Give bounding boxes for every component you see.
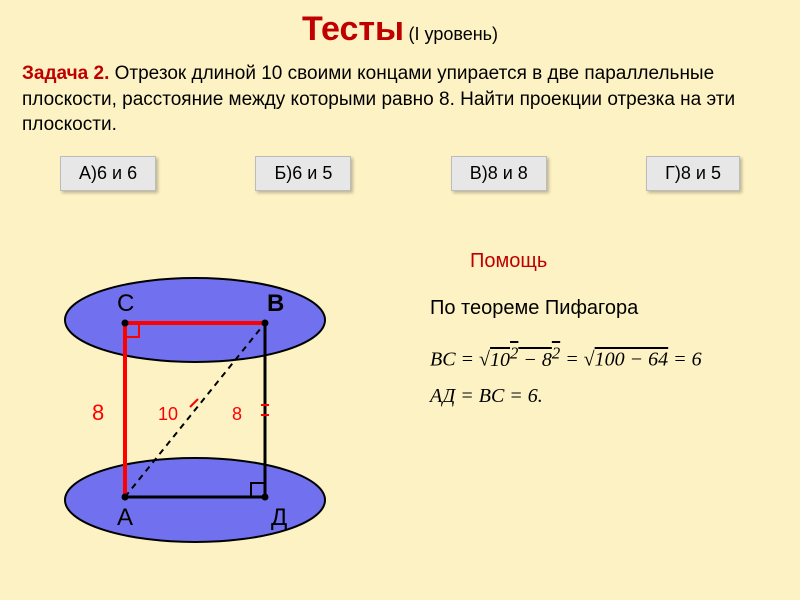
svg-text:10: 10 bbox=[158, 404, 178, 424]
svg-text:8: 8 bbox=[92, 400, 104, 425]
problem-statement: Задача 2. Отрезок длиной 10 своими конца… bbox=[0, 49, 800, 138]
title-row: Тесты (I уровень) bbox=[0, 0, 800, 49]
svg-text:А: А bbox=[117, 504, 133, 531]
svg-text:С: С bbox=[117, 290, 134, 317]
formula-line1: BC = √102 − 82 = √100 − 64 = 6 bbox=[430, 338, 780, 378]
formula-block: BC = √102 − 82 = √100 − 64 = 6 АД = BC =… bbox=[430, 338, 780, 414]
formula-line2: АД = BC = 6. bbox=[430, 378, 780, 414]
svg-text:8: 8 bbox=[232, 404, 242, 424]
options-row: А)6 и 6 Б)6 и 5 В)8 и 8 Г)8 и 5 bbox=[0, 138, 800, 191]
svg-text:Д: Д bbox=[271, 504, 287, 531]
help-area: Помощь По теореме Пифагора BC = √102 − 8… bbox=[430, 250, 780, 414]
option-b-button[interactable]: Б)6 и 5 bbox=[255, 156, 351, 191]
option-d-button[interactable]: Г)8 и 5 bbox=[646, 156, 740, 191]
svg-text:В: В bbox=[267, 290, 284, 317]
page-subtitle: (I уровень) bbox=[409, 24, 499, 44]
problem-lead: Задача 2. bbox=[22, 63, 109, 84]
option-c-button[interactable]: В)8 и 8 bbox=[451, 156, 547, 191]
help-label: Помощь bbox=[470, 250, 780, 273]
explanation-text: По теореме Пифагора bbox=[430, 297, 780, 320]
option-a-button[interactable]: А)6 и 6 bbox=[60, 156, 156, 191]
diagram-svg: С В А Д 8 10 8 bbox=[30, 245, 380, 565]
page-title: Тесты bbox=[302, 10, 404, 48]
problem-text: Отрезок длиной 10 своими концами упирает… bbox=[22, 63, 735, 135]
figure: С В А Д 8 10 8 bbox=[30, 245, 380, 565]
